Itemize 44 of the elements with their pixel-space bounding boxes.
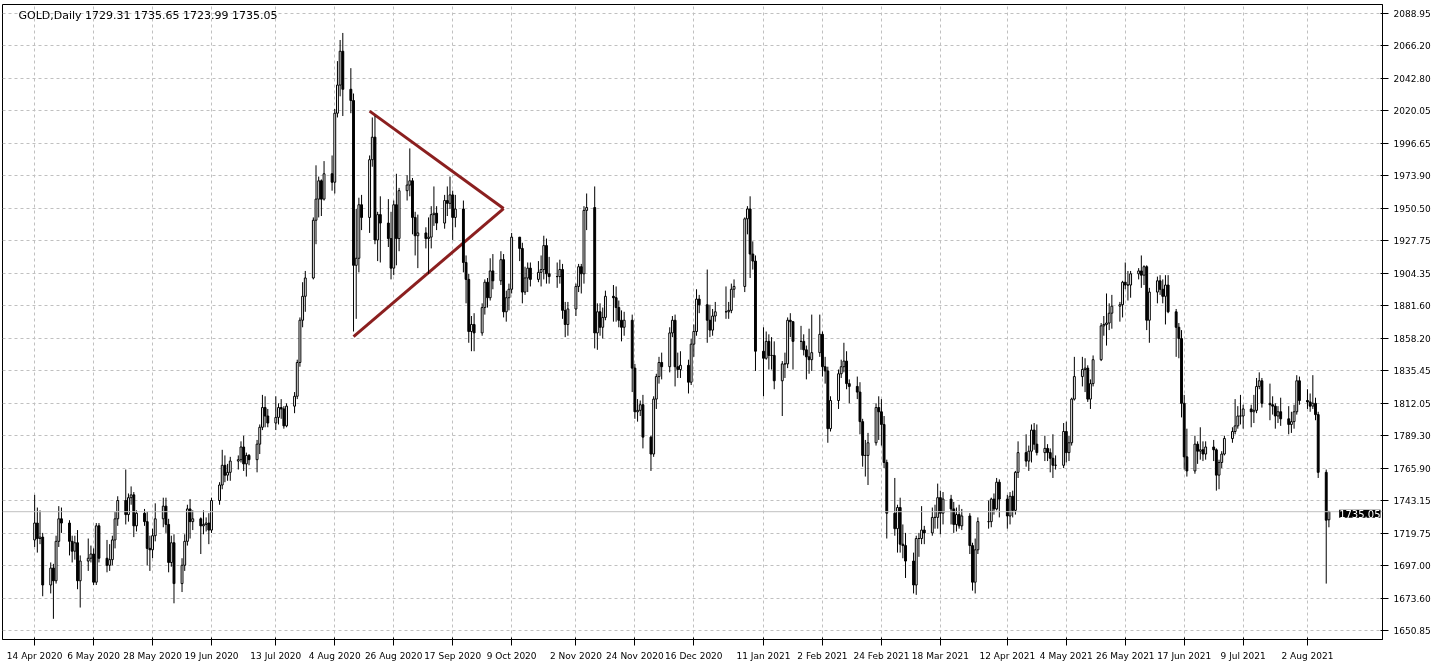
x-tick-label: 16 Dec 2020 — [665, 650, 723, 661]
y-tick-label: 1973.90 — [1393, 170, 1431, 181]
x-tick-label: 24 Feb 2021 — [853, 650, 910, 661]
x-tick-label: 17 Sep 2020 — [424, 650, 482, 661]
x-tick-label: 11 Jan 2021 — [736, 650, 791, 661]
y-tick-label: 2020.05 — [1393, 105, 1431, 116]
x-tick-label: 24 Nov 2020 — [606, 650, 664, 661]
y-tick-label: 1835.45 — [1393, 365, 1431, 376]
y-tick-label: 1927.75 — [1393, 235, 1431, 246]
x-tick-label: 26 May 2021 — [1095, 650, 1155, 661]
x-tick-label: 17 Jun 2021 — [1157, 650, 1212, 661]
x-tick-label: 19 Jun 2020 — [184, 650, 239, 661]
y-tick-label: 1719.75 — [1393, 528, 1431, 539]
y-tick-label: 1697.00 — [1393, 560, 1431, 571]
y-tick-label: 2088.95 — [1393, 8, 1431, 19]
x-tick-label: 18 Mar 2021 — [911, 650, 969, 661]
chart-title: GOLD,Daily 1729.31 1735.65 1723.99 1735.05 — [18, 8, 278, 22]
y-tick-label: 1996.65 — [1393, 138, 1431, 149]
y-tick-label: 1765.90 — [1393, 463, 1431, 474]
y-tick-label: 1904.35 — [1393, 268, 1431, 279]
ref-line-label: 1735.05 — [1339, 508, 1381, 520]
y-tick-label: 1812.05 — [1393, 398, 1431, 409]
x-tick-label: 12 Apr 2021 — [979, 650, 1036, 661]
y-tick-label: 1743.15 — [1393, 495, 1431, 506]
x-tick-label: 6 May 2020 — [67, 650, 121, 661]
x-tick-label: 28 May 2020 — [123, 650, 183, 661]
y-tick-label: 1858.20 — [1393, 333, 1431, 344]
x-tick-label: 2 Feb 2021 — [797, 650, 848, 661]
x-tick-label: 14 Apr 2020 — [6, 650, 63, 661]
x-tick-label: 9 Oct 2020 — [486, 650, 537, 661]
y-tick-label: 2042.80 — [1393, 73, 1431, 84]
x-tick-label: 2 Aug 2021 — [1281, 650, 1334, 661]
x-tick-label: 2 Nov 2020 — [549, 650, 603, 661]
y-tick-label: 1650.85 — [1393, 625, 1431, 636]
y-tick-label: 1789.30 — [1393, 430, 1431, 441]
x-tick-label: 26 Aug 2020 — [364, 650, 423, 661]
y-tick-label: 1881.60 — [1393, 300, 1431, 311]
x-tick-label: 13 Jul 2020 — [250, 650, 302, 661]
y-tick-label: 1950.50 — [1393, 203, 1431, 214]
y-tick-label: 1673.60 — [1393, 593, 1431, 604]
y-tick-label: 2066.20 — [1393, 40, 1431, 51]
x-tick-label: 4 May 2021 — [1039, 650, 1093, 661]
x-tick-label: 4 Aug 2020 — [308, 650, 362, 661]
x-tick-label: 9 Jul 2021 — [1220, 650, 1266, 661]
